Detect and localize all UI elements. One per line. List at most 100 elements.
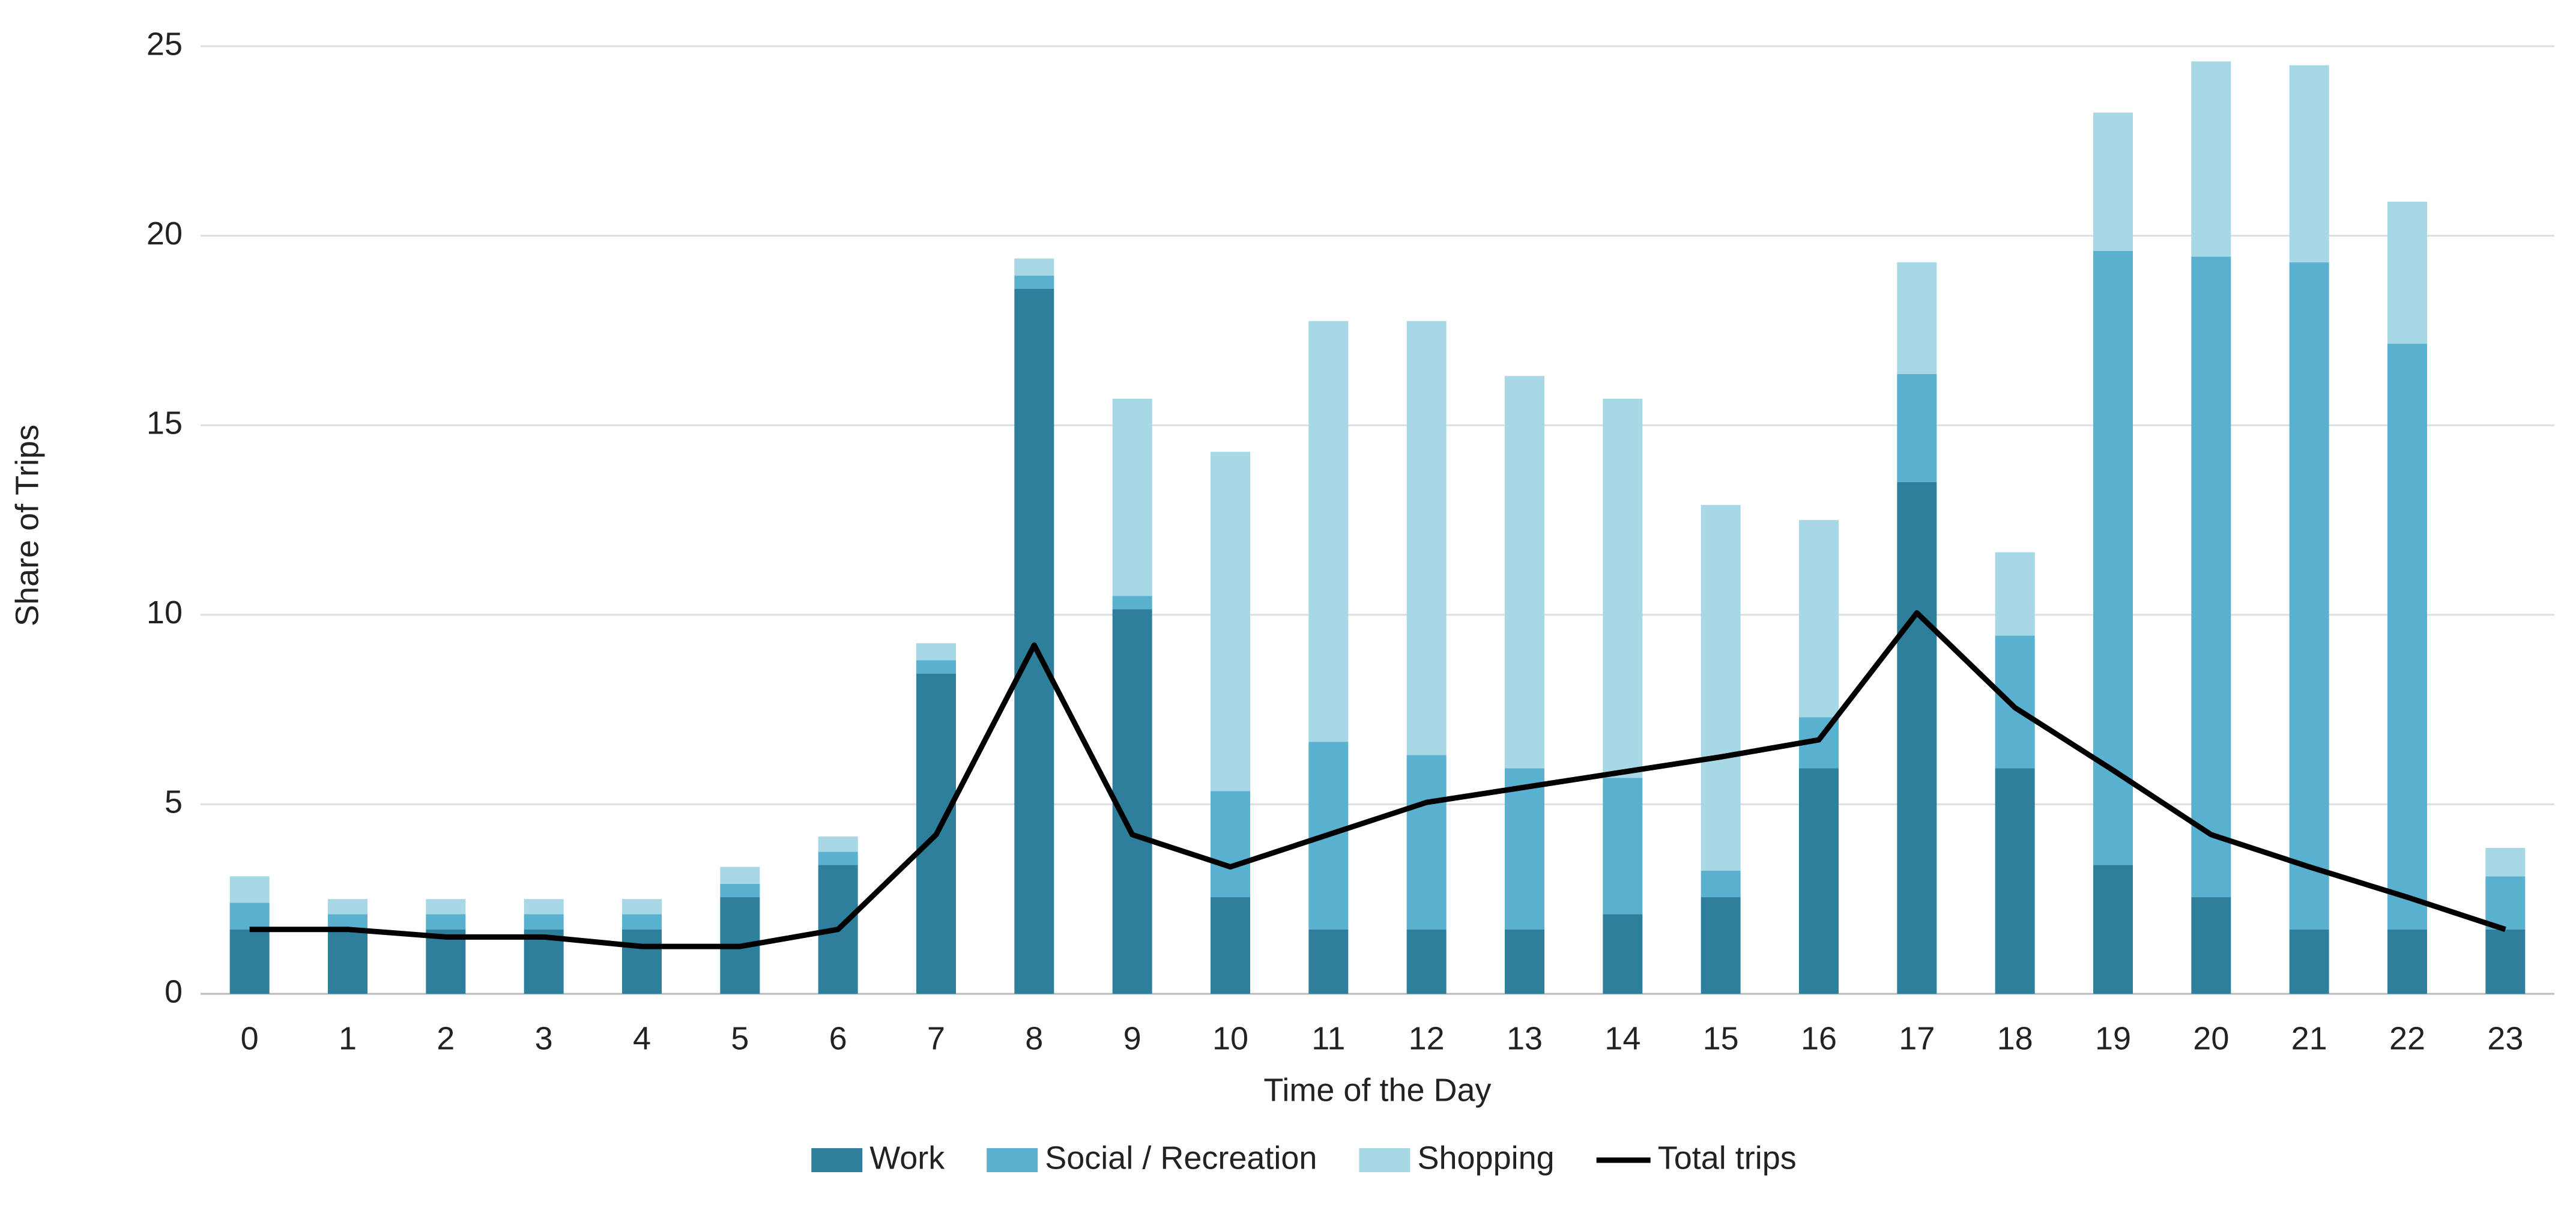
bar-segment [916,660,956,674]
bar-segment [1014,258,1054,276]
x-tick-label: 23 [2487,1020,2523,1056]
legend-label: Shopping [1417,1140,1554,1176]
x-tick-label: 16 [1801,1020,1837,1056]
x-tick-label: 11 [1311,1020,1345,1056]
y-tick-label: 0 [165,973,183,1009]
bar-segment [2387,201,2427,344]
legend-label: Work [869,1140,945,1176]
bar-segment [622,914,662,930]
x-tick-label: 19 [2095,1020,2131,1056]
y-tick-label: 15 [147,405,183,441]
bar-segment [2191,61,2231,257]
bar-segment [1112,399,1152,596]
x-tick-label: 8 [1025,1020,1043,1056]
bar-segment [1308,929,1349,994]
y-tick-label: 20 [147,216,183,252]
bar-segment [818,852,858,865]
legend-label: Social / Recreation [1045,1140,1317,1176]
x-tick-label: 7 [927,1020,945,1056]
y-axis-title: Share of Trips [9,425,45,626]
bar-segment [2191,897,2231,994]
x-tick-label: 1 [339,1020,357,1056]
bar-segment [720,867,760,884]
bar-segment [1701,504,1741,871]
x-tick-label: 22 [2389,1020,2425,1056]
bar-segment [2387,343,2427,930]
bar-segment [1211,452,1250,791]
bar-segment [622,899,662,915]
bar-segment [2485,929,2526,994]
bar-segment [2485,876,2526,930]
bar-segment [2093,112,2133,251]
bar-segment [2485,847,2526,877]
bar-segment [1505,376,1544,769]
bar-segment [1799,520,1839,718]
bar-segment [1112,609,1152,994]
bar-segment [229,929,270,994]
bar-segment [1505,768,1544,930]
bar-segment [818,836,858,852]
bar-segment [1014,288,1054,994]
bar-segment [2289,929,2329,994]
bar-segment [1603,399,1643,778]
bar-segment [1897,374,1937,482]
bar-segment [1897,262,1937,374]
bar-segment [328,899,367,915]
bar-segment [1406,755,1447,930]
bar-segment [1112,596,1152,610]
bar-segment [1897,482,1937,994]
x-tick-label: 5 [731,1020,749,1056]
x-tick-label: 4 [633,1020,651,1056]
bar-segment [524,899,564,915]
bar-segment [2191,256,2231,898]
bar-segment [1308,321,1349,742]
x-tick-label: 13 [1507,1020,1543,1056]
x-tick-label: 6 [829,1020,847,1056]
bar-segment [1701,870,1741,898]
x-tick-label: 18 [1997,1020,2033,1056]
y-tick-label: 25 [147,26,183,62]
x-tick-label: 9 [1123,1020,1141,1056]
bar-segment [1799,768,1839,994]
x-axis-title: Time of the Day [1263,1072,1491,1108]
bar-segment [524,914,564,930]
bar-segment [1701,897,1741,994]
legend-swatch [1359,1148,1410,1172]
legend-label: Total trips [1658,1140,1797,1176]
bar-segment [426,899,466,915]
bar-segment [720,883,760,898]
bar-segment [1995,552,2035,636]
x-tick-label: 10 [1212,1020,1248,1056]
bar-segment [2387,929,2427,994]
x-tick-label: 20 [2193,1020,2229,1056]
bar-segment [1014,275,1054,289]
bar-segment [426,929,466,994]
bar-segment [426,914,466,930]
bar-segment [1505,929,1544,994]
bar-segment [1406,929,1447,994]
bar-segment [622,929,662,994]
y-tick-label: 10 [147,594,183,631]
bar-segment [328,929,367,994]
x-tick-label: 21 [2291,1020,2327,1056]
x-tick-label: 0 [241,1020,259,1056]
bar-segment [2093,865,2133,994]
bar-segment [1995,635,2035,769]
bar-segment [1995,768,2035,994]
bar-segment [916,643,956,661]
line [249,610,2506,949]
legend-swatch [811,1148,863,1172]
y-tick-label: 5 [165,784,183,820]
bar-segment [229,876,270,903]
bar-segment [1211,897,1250,994]
x-tick-label: 14 [1604,1020,1640,1056]
bar-segment [2289,65,2329,262]
x-tick-label: 2 [437,1020,455,1056]
bar-segment [1603,914,1643,994]
x-tick-label: 3 [535,1020,553,1056]
bar-segment [1603,778,1643,915]
bar-segment [2289,262,2329,930]
x-tick-label: 17 [1899,1020,1935,1056]
x-tick-label: 12 [1409,1020,1445,1056]
